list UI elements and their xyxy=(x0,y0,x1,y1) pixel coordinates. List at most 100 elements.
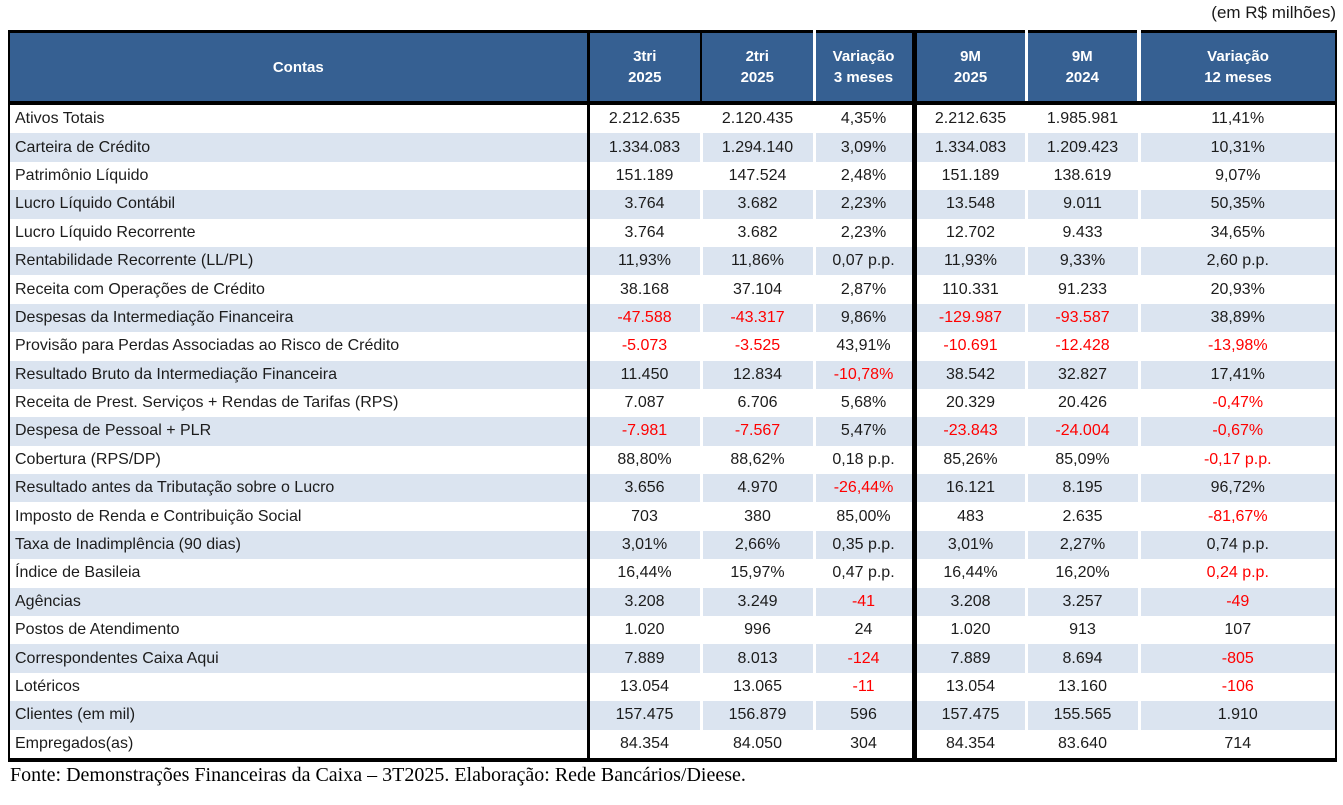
value-cell: 3,01% xyxy=(914,530,1028,560)
value-cell: 8.694 xyxy=(1026,644,1141,673)
account-cell: Cobertura (RPS/DP) xyxy=(9,445,590,475)
value-cell: 16,20% xyxy=(1026,559,1141,588)
value-cell: 8.013 xyxy=(701,644,816,673)
table-row: Rentabilidade Recorrente (LL/PL) 11,93% 11… xyxy=(9,246,1336,276)
value-cell: 714 xyxy=(1139,729,1336,760)
value-cell: 85,26% xyxy=(914,445,1028,475)
value-cell: -93.587 xyxy=(1026,303,1141,333)
header-col-5: 9M 2024 xyxy=(1026,31,1141,105)
value-cell: -124 xyxy=(814,644,917,673)
table-row: Taxa de Inadimplência (90 dias) 3,01% 2,66… xyxy=(9,530,1336,560)
table-row: Empregados(as) 84.354 84.050 304 84.354 83.64… xyxy=(9,729,1336,760)
value-cell: 2,60 p.p. xyxy=(1139,246,1336,276)
value-cell: 13.548 xyxy=(914,190,1028,219)
table-row: Postos de Atendimento 1.020 996 24 1.020 913 1… xyxy=(9,616,1336,645)
header-line-2: 2024 xyxy=(1065,69,1099,86)
header-col-1: 3tri 2025 xyxy=(588,31,702,105)
value-cell: 17,41% xyxy=(1139,360,1336,389)
value-cell: 38,89% xyxy=(1139,303,1336,333)
table-row: Carteira de Crédito 1.334.083 1.294.140 3,0… xyxy=(9,133,1336,162)
value-cell: 996 xyxy=(701,616,816,645)
value-cell: 3.208 xyxy=(588,587,703,617)
table-row: Resultado Bruto da Intermediação Finance… xyxy=(9,360,1336,389)
value-cell: 3,09% xyxy=(814,133,917,162)
value-cell: 9.011 xyxy=(1026,190,1141,219)
account-cell: Correspondentes Caixa Aqui xyxy=(9,644,590,673)
value-cell: -24.004 xyxy=(1026,417,1141,446)
header-line-2: 3 meses xyxy=(833,69,894,86)
header-line-1: 2tri xyxy=(745,48,769,65)
value-cell: -3.525 xyxy=(701,332,816,361)
value-cell: 110.331 xyxy=(914,275,1028,304)
table-row: Lotéricos 13.054 13.065 -11 13.054 13.160 -106 xyxy=(9,672,1336,702)
account-cell: Imposto de Renda e Contribuição Social xyxy=(9,502,590,531)
value-cell: 16,44% xyxy=(588,559,703,588)
account-cell: Lucro Líquido Recorrente xyxy=(9,218,590,247)
table-row: Despesa de Pessoal + PLR -7.981 -7.567 5,47… xyxy=(9,417,1336,446)
value-cell: 151.189 xyxy=(588,161,703,191)
value-cell: 2,23% xyxy=(814,218,917,247)
header-accounts: Contas xyxy=(9,31,590,105)
value-cell: 0,35 p.p. xyxy=(814,530,917,560)
value-cell: 0,47 p.p. xyxy=(814,559,917,588)
header-line-1: 9M xyxy=(960,48,981,65)
account-cell: Postos de Atendimento xyxy=(9,616,590,645)
value-cell: 1.985.981 xyxy=(1026,103,1141,134)
value-cell: 9,33% xyxy=(1026,246,1141,276)
value-cell: -10,78% xyxy=(814,360,917,389)
value-cell: 2,23% xyxy=(814,190,917,219)
value-cell: -10.691 xyxy=(914,332,1028,361)
value-cell: 2.212.635 xyxy=(588,103,703,134)
value-cell: 4.970 xyxy=(701,474,816,503)
value-cell: 2,48% xyxy=(814,161,917,191)
value-cell: 3.682 xyxy=(701,218,816,247)
value-cell: 84.050 xyxy=(701,729,816,760)
account-cell: Receita com Operações de Crédito xyxy=(9,275,590,304)
value-cell: -81,67% xyxy=(1139,502,1336,531)
value-cell: 9.433 xyxy=(1026,218,1141,247)
value-cell: 3.257 xyxy=(1026,587,1141,617)
value-cell: 5,68% xyxy=(814,388,917,418)
header-col-3: Variação 3 meses xyxy=(814,31,917,105)
account-cell: Rentabilidade Recorrente (LL/PL) xyxy=(9,246,590,276)
value-cell: 1.294.140 xyxy=(701,133,816,162)
value-cell: 84.354 xyxy=(588,729,703,760)
value-cell: 3.682 xyxy=(701,190,816,219)
header-line-2: 12 meses xyxy=(1204,69,1272,86)
header-col-2: 2tri 2025 xyxy=(701,31,816,105)
value-cell: 11,41% xyxy=(1139,103,1336,134)
account-cell: Receita de Prest. Serviços + Rendas de T… xyxy=(9,388,590,418)
table-row: Cobertura (RPS/DP) 88,80% 88,62% 0,18 p.p. 8… xyxy=(9,445,1336,475)
table-body: Ativos Totais 2.212.635 2.120.435 4,35% 2.21… xyxy=(9,103,1336,760)
value-cell: 84.354 xyxy=(914,729,1028,760)
value-cell: 5,47% xyxy=(814,417,917,446)
value-cell: 11,93% xyxy=(588,246,703,276)
value-cell: 9,86% xyxy=(814,303,917,333)
value-cell: 0,18 p.p. xyxy=(814,445,917,475)
value-cell: -43.317 xyxy=(701,303,816,333)
value-cell: 1.020 xyxy=(588,616,703,645)
header-row: Contas 3tri 2025 2tri 2025 Variação 3 meses 9M… xyxy=(9,31,1336,105)
value-cell: 0,74 p.p. xyxy=(1139,530,1336,560)
value-cell: 2,66% xyxy=(701,530,816,560)
value-cell: -0,67% xyxy=(1139,417,1336,446)
value-cell: 43,91% xyxy=(814,332,917,361)
account-cell: Carteira de Crédito xyxy=(9,133,590,162)
table-row: Agências 3.208 3.249 -41 3.208 3.257 -49 xyxy=(9,587,1336,617)
value-cell: 12.702 xyxy=(914,218,1028,247)
value-cell: 2,27% xyxy=(1026,530,1141,560)
value-cell: 20.329 xyxy=(914,388,1028,418)
value-cell: 11,86% xyxy=(701,246,816,276)
value-cell: -7.567 xyxy=(701,417,816,446)
value-cell: 11.450 xyxy=(588,360,703,389)
account-cell: Patrimônio Líquido xyxy=(9,161,590,191)
value-cell: 2.212.635 xyxy=(914,103,1028,134)
value-cell: 147.524 xyxy=(701,161,816,191)
value-cell: -7.981 xyxy=(588,417,703,446)
account-cell: Lotéricos xyxy=(9,672,590,702)
value-cell: -0,47% xyxy=(1139,388,1336,418)
header-line-1: Variação xyxy=(832,48,895,65)
value-cell: 7.889 xyxy=(914,644,1028,673)
value-cell: 8.195 xyxy=(1026,474,1141,503)
table-row: Correspondentes Caixa Aqui 7.889 8.013 -124… xyxy=(9,644,1336,673)
